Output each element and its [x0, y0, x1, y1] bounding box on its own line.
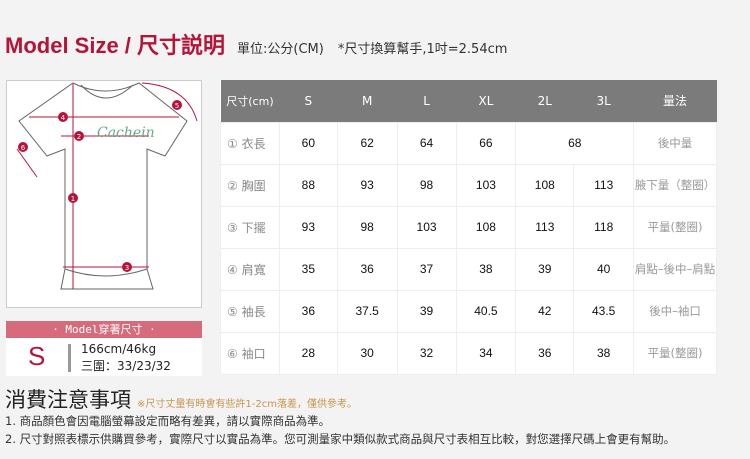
marker-5: 5 [175, 102, 179, 110]
header-cell: 量法 [633, 80, 717, 122]
cell: 64 [396, 121, 457, 165]
model-info: · Model穿著尺寸 · S 166cm/46kg 三圍：33/23/32 [6, 321, 202, 376]
table-row: ③ 下擺 93 98 103 108 113 118 平量(整圈) [220, 205, 717, 249]
table-header: 尺寸(cm) S M L XL 2L 3L 量法 [220, 80, 717, 122]
marker-3: 3 [125, 264, 129, 272]
cell: 118 [573, 205, 635, 249]
header-cell: 尺寸(cm) [220, 80, 280, 122]
row-label: ① 衣長 [220, 121, 280, 165]
cell: 35 [278, 247, 338, 291]
cell: 108 [515, 163, 575, 207]
cell: 30 [336, 331, 398, 375]
cell: 98 [396, 163, 457, 207]
cell: 38 [455, 247, 517, 291]
cell: 37 [396, 247, 457, 291]
header-cell: 3L [573, 80, 634, 122]
model-size: S [28, 341, 46, 371]
method-cell: 後中–袖口 [633, 289, 717, 333]
cell: 103 [455, 163, 517, 207]
row-label: ⑤ 袖長 [220, 289, 280, 333]
notice-item: 2. 尺寸對照表標示供購買參考，實際尺寸以實品為準。您可測量家中類似款式商品與尺… [5, 432, 676, 446]
table-row: ⑥ 袖口 28 30 32 34 36 38 平量(整圈) [220, 331, 717, 375]
cell: 68 [515, 121, 635, 165]
cell: 66 [455, 121, 517, 165]
cell: 60 [278, 121, 338, 165]
size-table: 尺寸(cm) S M L XL 2L 3L 量法 ① 衣長 60 62 64 6… [220, 80, 717, 375]
cell: 42 [515, 289, 575, 333]
notice-heading: 消費注意事項 [5, 388, 131, 412]
cell: 32 [396, 331, 457, 375]
cell: 37.5 [336, 289, 398, 333]
header-cell: XL [456, 80, 516, 122]
row-label: ③ 下擺 [220, 205, 280, 249]
brand-logo: Cachein [97, 125, 155, 141]
header-cell: S [279, 80, 338, 122]
divider [68, 344, 71, 372]
marker-4: 4 [61, 114, 66, 122]
unit-note: 單位:公分(CM) [237, 42, 324, 57]
title-main: Model Size / 尺寸説明 [5, 33, 226, 58]
conversion-note: *尺寸換算幫手,1吋=2.54cm [337, 42, 508, 57]
model-measurements: 三圍：33/23/32 [81, 359, 171, 373]
page-title: Model Size / 尺寸説明 單位:公分(CM) *尺寸換算幫手,1吋=2… [5, 28, 507, 60]
notice-subnote: ※尺寸丈量有時會有些許1-2cm落差，僅供參考。 [137, 399, 357, 410]
header-cell: L [397, 80, 456, 122]
cell: 103 [396, 205, 457, 249]
shirt-diagram: Cachein 1 2 3 4 5 6 [6, 80, 202, 308]
cell: 28 [278, 331, 338, 375]
cell: 113 [515, 205, 575, 249]
method-cell: 平量(整圈) [633, 331, 717, 375]
row-label: ② 胸圍 [220, 163, 280, 207]
cell: 36 [515, 331, 575, 375]
row-label: ⑥ 袖口 [220, 331, 280, 375]
cell: 40 [573, 247, 635, 291]
cell: 93 [278, 205, 338, 249]
marker-2: 2 [77, 133, 81, 141]
method-cell: 平量(整圈) [633, 205, 717, 249]
table-row: ④ 肩寬 35 36 37 38 39 40 肩點–後中–肩點 [220, 247, 717, 291]
cell: 36 [278, 289, 338, 333]
cell: 88 [278, 163, 338, 207]
cell: 36 [336, 247, 398, 291]
cell: 40.5 [455, 289, 517, 333]
model-height-weight: 166cm/46kg [81, 342, 157, 356]
marker-1: 1 [71, 195, 75, 203]
method-cell: 後中量 [633, 121, 717, 165]
method-cell: 腋下量（整圈） [633, 163, 717, 207]
cell: 34 [455, 331, 517, 375]
header-cell: M [337, 80, 398, 122]
row-label: ④ 肩寬 [220, 247, 280, 291]
table-row: ② 胸圍 88 93 98 103 108 113 腋下量（整圈） [220, 163, 717, 207]
table-row: ⑤ 袖長 36 37.5 39 40.5 42 43.5 後中–袖口 [220, 289, 717, 333]
cell: 39 [515, 247, 575, 291]
cell: 108 [455, 205, 517, 249]
cell: 38 [573, 331, 635, 375]
notice-header: 消費注意事項 ※尺寸丈量有時會有些許1-2cm落差，僅供參考。 [5, 384, 357, 414]
model-heading: · Model穿著尺寸 · [6, 321, 202, 338]
cell: 43.5 [573, 289, 635, 333]
header-cell: 2L [515, 80, 574, 122]
cell: 39 [396, 289, 457, 333]
cell: 98 [336, 205, 398, 249]
cell: 113 [573, 163, 635, 207]
cell: 93 [336, 163, 398, 207]
table-row: ① 衣長 60 62 64 66 68 後中量 [220, 121, 717, 165]
cell: 62 [336, 121, 398, 165]
notice-item: 1. 商品顏色會因電腦螢幕設定而略有差異，請以實際商品為準。 [5, 414, 331, 428]
method-cell: 肩點–後中–肩點 [633, 247, 717, 291]
marker-6: 6 [21, 144, 26, 152]
